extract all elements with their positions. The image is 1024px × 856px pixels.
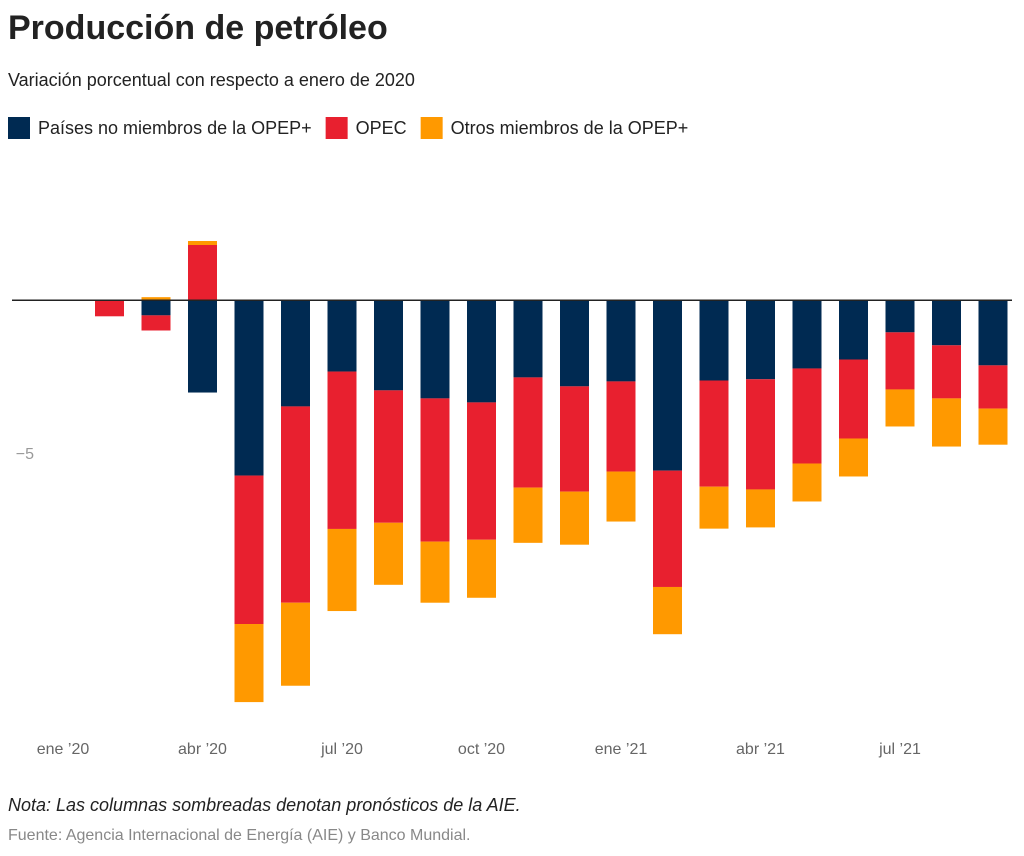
bar	[606, 381, 636, 472]
bar	[95, 300, 124, 317]
note: Nota: Las columnas sombreadas denotan pr…	[8, 795, 521, 815]
bar	[746, 300, 775, 380]
bar	[141, 297, 171, 301]
bar	[932, 300, 961, 346]
x-tick-label: abr ’21	[736, 741, 785, 758]
x-tick-label: ene ’21	[595, 741, 648, 758]
legend-label: OPEC	[356, 118, 407, 138]
bar	[234, 624, 264, 703]
bar	[327, 528, 357, 612]
bar	[141, 315, 171, 331]
bar	[653, 300, 682, 471]
x-tick-label: jul ’21	[878, 741, 921, 758]
bar	[188, 245, 217, 301]
bar	[839, 438, 868, 477]
bar	[885, 300, 915, 333]
x-tick-label: abr ’20	[178, 741, 227, 758]
bar	[978, 365, 1008, 409]
bar	[932, 345, 961, 399]
bar	[327, 371, 357, 529]
bar	[792, 368, 822, 464]
bar	[327, 300, 357, 372]
x-tick-label: oct ’20	[458, 741, 505, 758]
bar	[420, 300, 450, 399]
bar	[885, 389, 915, 427]
bar	[606, 300, 636, 382]
bar	[792, 463, 822, 502]
bar	[792, 300, 822, 369]
legend-label: Países no miembros de la OPEP+	[38, 118, 312, 138]
bar	[374, 522, 403, 585]
legend-swatch	[420, 117, 443, 139]
bar	[560, 386, 589, 492]
bar	[606, 471, 636, 522]
bar	[746, 379, 775, 490]
bar	[420, 541, 450, 603]
bar	[141, 300, 171, 316]
bar	[746, 489, 775, 528]
bar	[560, 300, 589, 387]
bar	[420, 398, 450, 542]
bar	[699, 380, 729, 487]
bar	[839, 300, 868, 360]
bar	[374, 390, 403, 523]
bar	[188, 240, 217, 245]
bar	[699, 486, 729, 529]
bar	[513, 377, 543, 488]
bar	[699, 300, 729, 381]
bar	[885, 332, 915, 390]
legend-swatch	[325, 117, 348, 139]
bar	[467, 539, 496, 598]
bar	[513, 300, 543, 378]
bar	[234, 300, 264, 476]
bar	[467, 300, 496, 403]
bar	[234, 475, 264, 625]
bar	[513, 487, 543, 543]
chart-subtitle: Variación porcentual con respecto a ener…	[8, 70, 415, 90]
y-tick-label: −5	[16, 446, 34, 463]
bar	[978, 300, 1008, 366]
bar	[281, 602, 310, 686]
x-tick-label: ene ’20	[37, 741, 90, 758]
bar	[188, 300, 217, 393]
legend-swatch	[8, 117, 30, 139]
bar	[839, 359, 868, 439]
source: Fuente: Agencia Internacional de Energía…	[8, 827, 471, 844]
bar	[467, 402, 496, 540]
bar	[560, 491, 589, 545]
bar	[374, 300, 403, 391]
bar	[281, 406, 310, 603]
x-tick-label: jul ’20	[320, 741, 363, 758]
bar	[978, 408, 1008, 445]
bar	[653, 586, 682, 635]
legend-label: Otros miembros de la OPEP+	[451, 118, 689, 138]
bar	[932, 398, 961, 447]
bar	[281, 300, 310, 407]
bar	[653, 470, 682, 587]
chart-title: Producción de petróleo	[8, 9, 388, 47]
